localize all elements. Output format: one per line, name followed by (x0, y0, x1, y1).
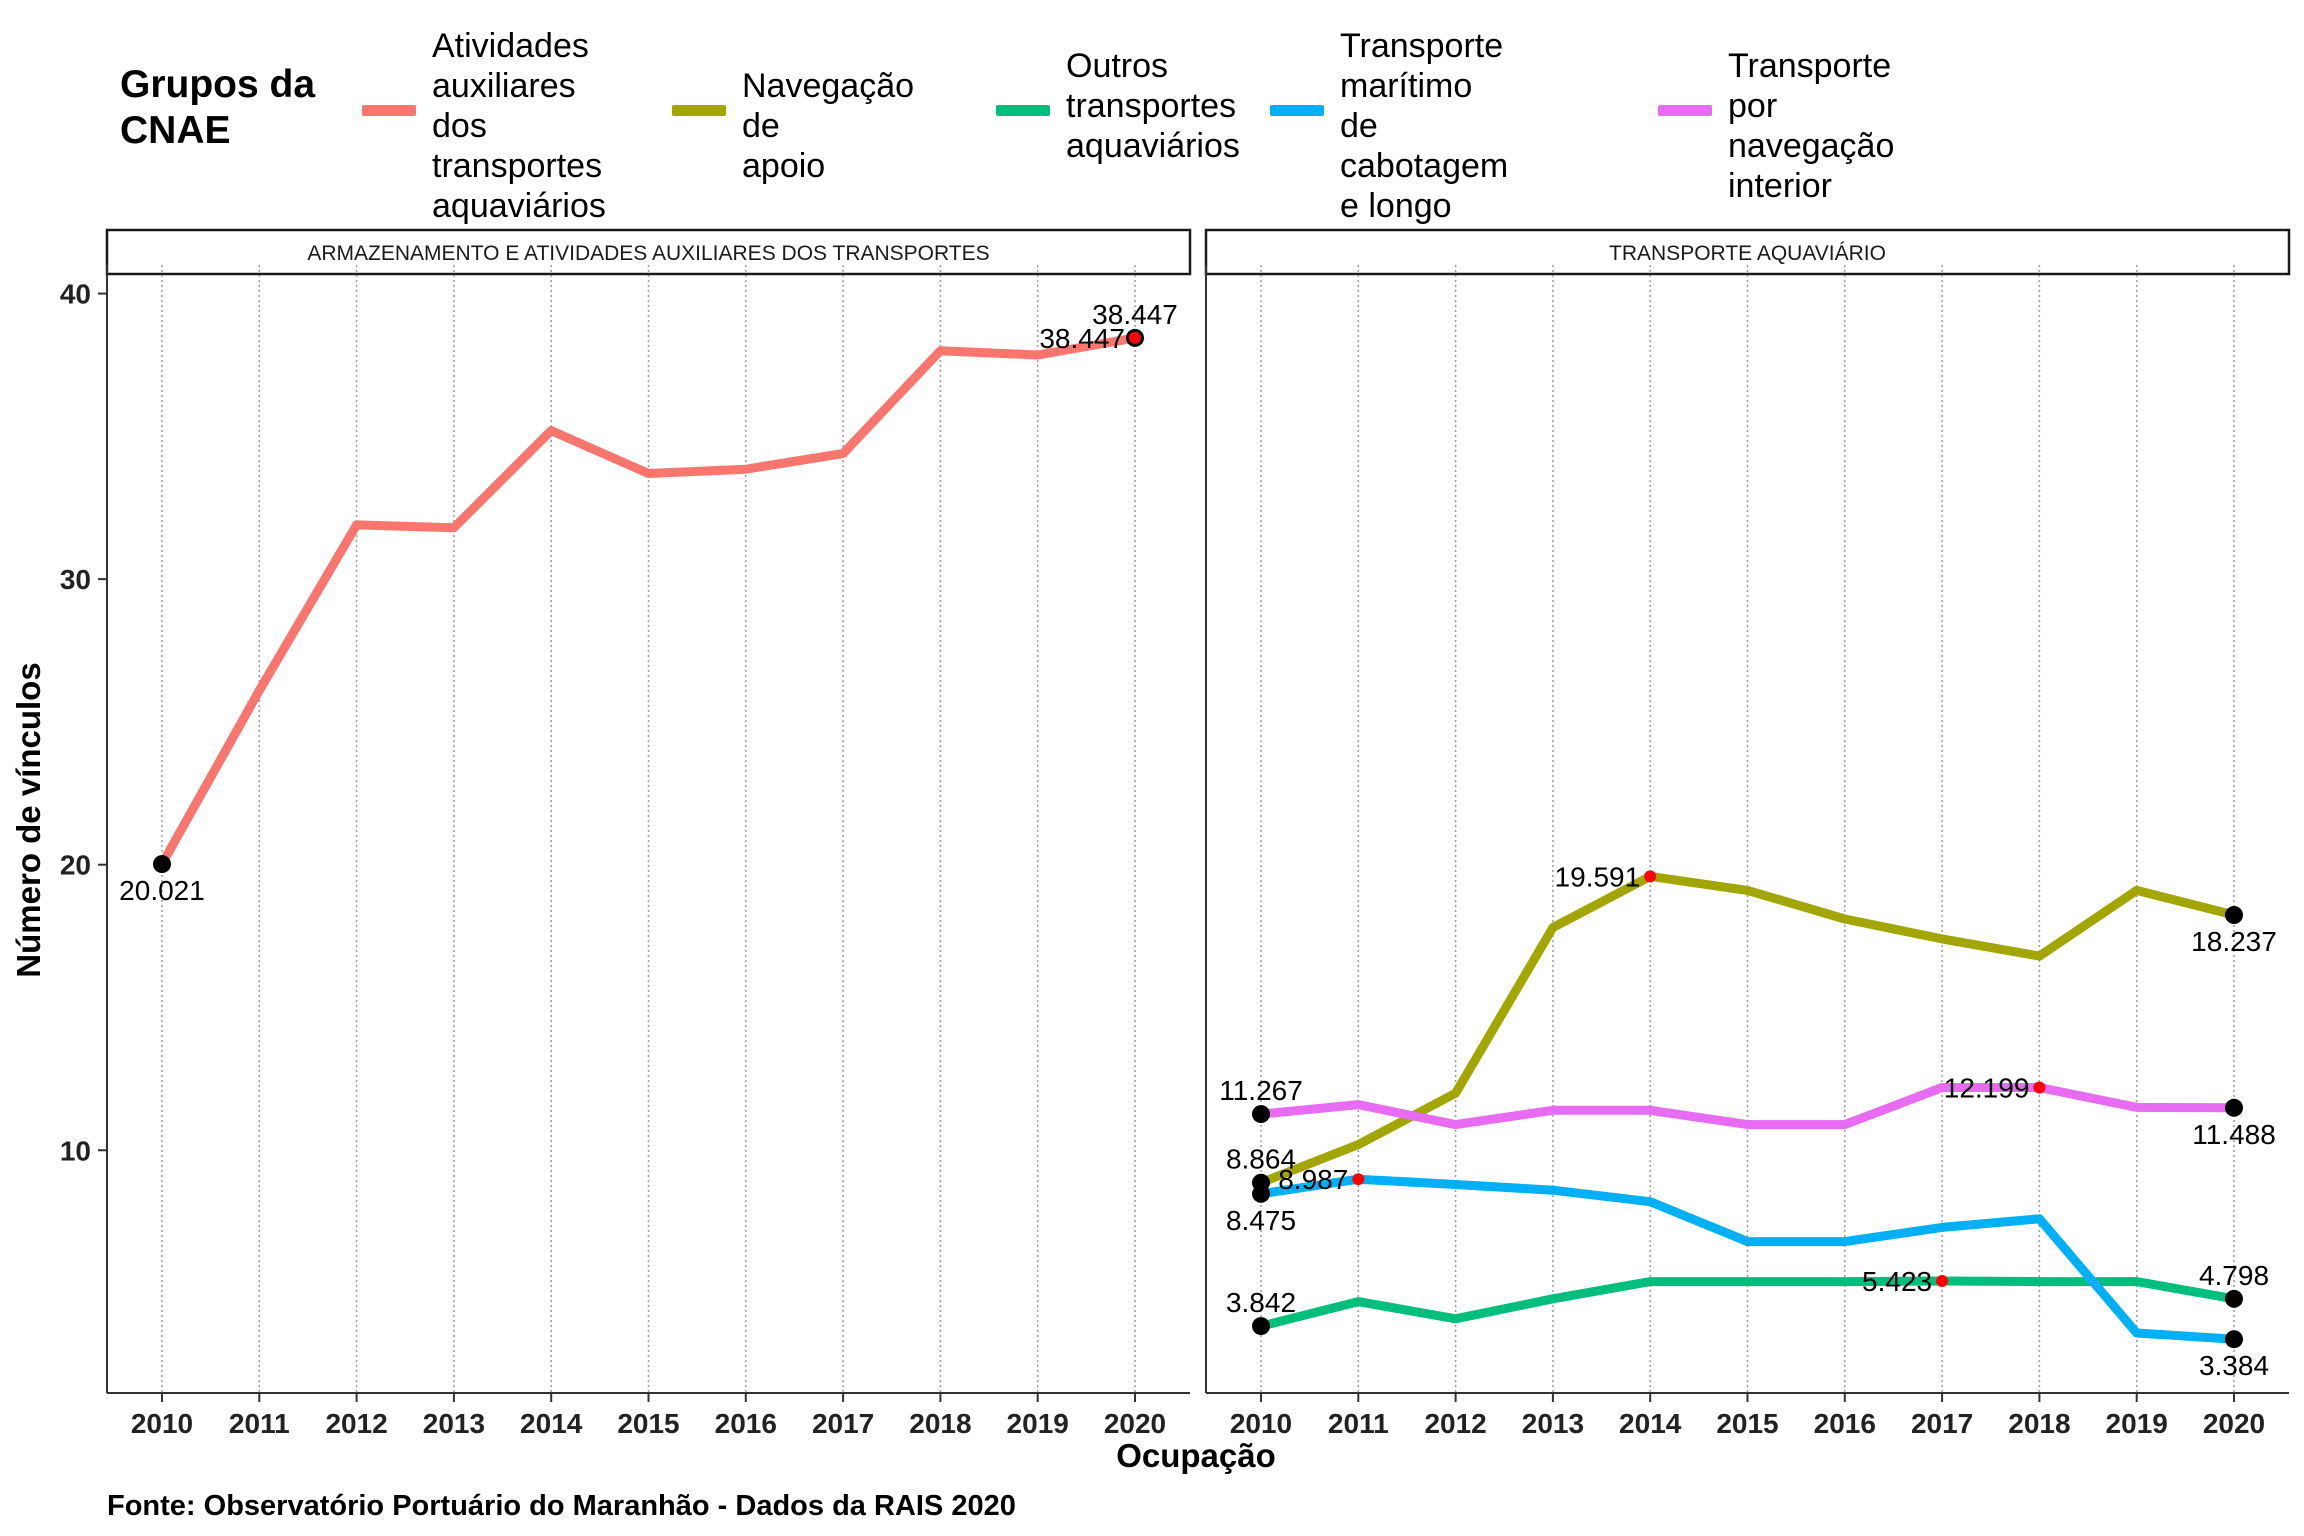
endpoint-label: 3.384 (2199, 1350, 2269, 1381)
legend-label-line: transportes (1066, 87, 1237, 125)
panel-strip-label: TRANSPORTE AQUAVIÁRIO (1609, 242, 1886, 265)
panel-strip-label: ARMAZENAMENTO E ATIVIDADES AUXILIARES DO… (307, 242, 989, 265)
x-tick-label: 2018 (909, 1408, 971, 1439)
max-point-marker (1644, 870, 1657, 883)
legend-label: Atividades auxiliares dos transportes aquav… (432, 26, 606, 226)
x-tick-label: 2017 (812, 1408, 874, 1439)
legend-label-line: auxiliares dos (432, 67, 576, 145)
max-point-label: 5.423 (1862, 1266, 1932, 1297)
legend-label-line: navegação (1728, 127, 1895, 165)
endpoint-label: 18.237 (2191, 926, 2277, 957)
legend-title-line-1: Grupos da (120, 63, 316, 106)
series-line-1 (158, 333, 1136, 867)
legend-key-swatch (996, 105, 1050, 116)
series-line-2 (1259, 1276, 2235, 1331)
legend-label-line: interior (1728, 167, 1832, 205)
x-tick-label: 2019 (2106, 1408, 2168, 1439)
legend-label-line: marítimo de (1340, 67, 1473, 145)
source-caption: Fonte: Observatório Portuário do Maranhã… (107, 1490, 1016, 1522)
x-tick-label: 2017 (1911, 1408, 1973, 1439)
x-tick-label: 2013 (1522, 1408, 1584, 1439)
legend-title-line-2: CNAE (120, 109, 231, 152)
max-point-marker (1352, 1173, 1365, 1186)
legend-label-line: apoio (742, 147, 826, 185)
endpoint-label: 8.475 (1226, 1205, 1296, 1236)
endpoint-label: 4.798 (2199, 1260, 2269, 1291)
legend-label-line: Atividades (432, 27, 589, 65)
endpoint-marker (2225, 1330, 2243, 1349)
x-tick-label: 2010 (131, 1408, 193, 1439)
max-point-label: 12.199 (1944, 1072, 2030, 1103)
legend-label-line: cabotagem e longo (1340, 147, 1509, 225)
max-point-label: 38.447 (1039, 323, 1125, 354)
x-tick-label: 2016 (1814, 1408, 1876, 1439)
max-point-marker (2033, 1081, 2046, 1094)
x-tick-label: 2012 (1424, 1408, 1486, 1439)
endpoint-label: 8.864 (1226, 1144, 1296, 1175)
y-tick-label: 20 (60, 850, 91, 881)
x-tick-label: 2020 (2203, 1408, 2265, 1439)
max-point-label: 19.591 (1555, 861, 1641, 892)
legend: Grupos da CNAE Atividades auxiliares dos t… (0, 0, 2304, 265)
series-line-1 (1259, 871, 2236, 1187)
panel-1: ARMAZENAMENTO E ATIVIDADES AUXILIARES DO… (60, 228, 1192, 1439)
x-tick-label: 2014 (520, 1408, 583, 1439)
legend-key-swatch (1658, 105, 1712, 116)
x-tick-label: 2015 (1716, 1408, 1778, 1439)
x-tick-label: 2011 (1328, 1408, 1389, 1439)
legend-key-swatch (1270, 105, 1324, 116)
max-point-marker (1129, 331, 1141, 344)
endpoint-marker (1252, 1105, 1270, 1124)
endpoint-marker (2225, 1098, 2243, 1117)
x-tick-label: 2018 (2008, 1408, 2070, 1439)
legend-label-line: Outros (1066, 47, 1169, 85)
x-tick-label: 2014 (1619, 1408, 1682, 1439)
x-tick-label: 2010 (1230, 1408, 1292, 1439)
endpoint-marker (2225, 906, 2243, 925)
x-tick-label: 2011 (229, 1408, 290, 1439)
endpoint-label: 3.842 (1226, 1287, 1296, 1318)
y-tick-label: 40 (60, 279, 91, 310)
endpoint-label: 38.447 (1092, 299, 1178, 330)
max-point-marker (1936, 1274, 1949, 1287)
legend-key-swatch (362, 105, 416, 116)
endpoint-label: 11.488 (2192, 1119, 2276, 1150)
legend-label: Outros transportes aquaviários (1066, 46, 1240, 166)
endpoint-label: 20.021 (119, 875, 205, 906)
max-point-label: 8.987 (1278, 1164, 1348, 1195)
x-tick-label: 2015 (617, 1408, 679, 1439)
legend-label: Transporte por navegação interior (1728, 46, 1894, 206)
x-axis-title: Ocupação (1116, 1437, 1276, 1474)
x-tick-label: 2020 (1104, 1408, 1166, 1439)
legend-label-line: Transporte por (1728, 47, 1892, 125)
endpoint-marker (1252, 1317, 1270, 1336)
endpoint-marker (2225, 1289, 2243, 1308)
legend-label-line: Navegação de (742, 67, 915, 145)
legend-label: Navegação de apoio (742, 66, 914, 186)
legend-label-line: aquaviários (1066, 127, 1240, 165)
x-tick-label: 2019 (1007, 1408, 1069, 1439)
legend-key-swatch (672, 105, 726, 116)
y-tick-label: 10 (60, 1135, 91, 1166)
legend-label-line: transportes (432, 147, 603, 185)
x-tick-label: 2013 (423, 1408, 485, 1439)
y-axis-title: Número de vínculos (10, 662, 47, 977)
y-tick-label: 30 (60, 564, 91, 595)
panels-layer: ARMAZENAMENTO E ATIVIDADES AUXILIARES DO… (60, 228, 2291, 1439)
endpoint-label: 11.267 (1219, 1075, 1303, 1106)
legend-label-line: aquaviários (432, 187, 606, 225)
x-tick-label: 2012 (325, 1408, 387, 1439)
series-line-3 (1260, 1174, 2235, 1344)
legend-label-line: Transporte (1340, 27, 1504, 65)
legend-title: Grupos da CNAE (120, 62, 360, 154)
panel-2: TRANSPORTE AQUAVIÁRIO 2010 2011 2012 2013 201… (1204, 228, 2291, 1439)
endpoint-marker (1252, 1184, 1270, 1203)
endpoint-marker (153, 855, 171, 874)
x-tick-label: 2016 (715, 1408, 777, 1439)
series-line-4 (1260, 1083, 2235, 1130)
